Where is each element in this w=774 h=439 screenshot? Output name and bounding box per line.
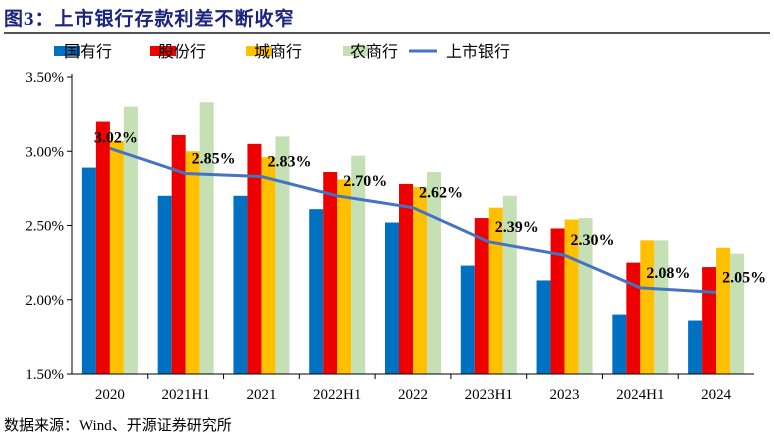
data-label: 2.39% (495, 219, 539, 236)
legend-label: 国有行 (64, 43, 112, 61)
bar-国有行-2023 (536, 280, 551, 374)
legend-label: 农商行 (350, 43, 398, 61)
bar-城商行-2022 (413, 186, 427, 374)
bar-城商行-2021 (261, 157, 276, 374)
bar-股份行-2022H1 (323, 172, 338, 374)
bar-国有行-2024H1 (612, 314, 627, 374)
bar-城商行-2024H1 (640, 240, 655, 374)
bar-农商行-2024H1 (654, 240, 669, 374)
y-tick-label: 3.00% (25, 144, 64, 160)
legend-swatch (246, 46, 272, 56)
data-label: 2.85% (192, 151, 236, 168)
bar-农商行-2023H1 (502, 195, 517, 374)
data-label: 2.70% (343, 173, 387, 190)
y-tick-label: 1.50% (25, 367, 64, 383)
bar-农商行-2024 (730, 253, 745, 374)
bar-城商行-2021H1 (185, 151, 200, 374)
bar-农商行-2022 (427, 172, 441, 374)
legend-label: 城商行 (254, 43, 302, 61)
legend-swatch (343, 46, 369, 56)
bar-城商行-2020 (109, 140, 124, 374)
bar-股份行-2021H1 (171, 134, 186, 374)
data-label: 3.02% (94, 129, 138, 146)
bar-国有行-2022 (385, 222, 399, 374)
bar-农商行-2021H1 (199, 102, 214, 375)
bar-股份行-2022 (399, 183, 413, 374)
data-label: 2.30% (571, 232, 615, 249)
data-label: 2.62% (419, 185, 463, 202)
bar-农商行-2023 (578, 218, 593, 374)
bar-股份行-2023H1 (474, 218, 489, 374)
bar-国有行-2022H1 (309, 209, 324, 374)
data-label: 2.05% (722, 269, 766, 286)
bar-股份行-2021 (247, 143, 262, 374)
bar-农商行-2020 (123, 106, 138, 374)
source-note: 数据来源：Wind、开源证券研究所 (4, 418, 232, 434)
bar-股份行-2024H1 (626, 262, 641, 374)
x-tick-label: 2020 (95, 387, 125, 403)
title-divider (4, 32, 770, 34)
bar-国有行-2021H1 (157, 195, 172, 374)
bar-农商行-2022H1 (351, 155, 366, 374)
bar-国有行-2020 (81, 167, 96, 374)
bar-农商行-2021 (275, 136, 290, 374)
bar-国有行-2021 (233, 195, 248, 374)
bar-城商行-2024 (716, 247, 731, 374)
x-tick-label: 2022 (398, 387, 428, 403)
bar-股份行-2023 (550, 228, 565, 374)
y-tick-label: 2.50% (25, 219, 64, 235)
x-tick-label: 2023 (550, 387, 580, 403)
bar-股份行-2024 (702, 267, 717, 374)
legend-label: 股份行 (158, 43, 206, 61)
legend-swatch (54, 46, 80, 56)
y-tick-label: 2.00% (25, 293, 64, 309)
line-上市银行 (109, 146, 717, 294)
bar-城商行-2023H1 (488, 207, 503, 374)
bar-股份行-2020 (95, 121, 110, 374)
bar-国有行-2024 (688, 320, 703, 374)
x-tick-label: 2023H1 (465, 387, 513, 403)
bar-城商行-2022H1 (337, 179, 352, 374)
chart-title: 图3：上市银行存款利差不断收窄 (4, 9, 295, 30)
x-tick-label: 2022H1 (313, 387, 361, 403)
x-tick-label: 2021 (246, 387, 276, 403)
bar-国有行-2023H1 (460, 265, 475, 374)
data-label: 2.08% (646, 265, 690, 282)
legend-swatch (150, 46, 176, 56)
x-tick-label: 2021H1 (161, 387, 209, 403)
x-tick-label: 2024H1 (616, 387, 664, 403)
x-tick-label: 2024 (701, 387, 732, 403)
legend-label: 上市银行 (446, 43, 510, 61)
y-tick-label: 3.50% (25, 70, 64, 86)
data-label: 2.83% (267, 153, 311, 170)
